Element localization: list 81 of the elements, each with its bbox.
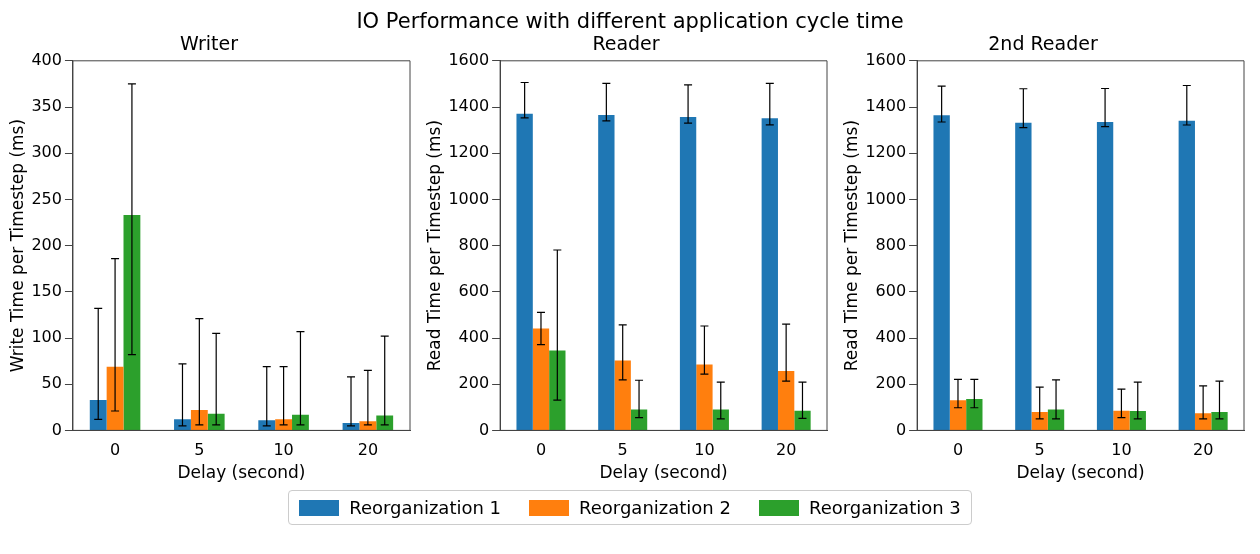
chart-title: Writer (180, 32, 239, 55)
bar (679, 116, 697, 430)
bar (549, 350, 566, 430)
legend-label: Reorganization 2 (579, 497, 731, 518)
y-tick-label: 600 (458, 280, 490, 300)
y-tick-label: 600 (875, 280, 907, 300)
text: IO Performance with different application cycle time (355, 8, 905, 34)
x-tick-label: 0 (535, 440, 547, 460)
x-tick-label: 5 (617, 440, 628, 460)
bar (598, 115, 615, 430)
y-tick-label: 0 (895, 419, 907, 439)
y-axis-title: Read Time per Timestep (ms) (840, 119, 861, 372)
y-tick-label: 0 (51, 419, 62, 439)
x-tick-label: 10 (694, 440, 715, 460)
x-tick-label: 5 (194, 440, 205, 460)
y-tick-label: 1400 (448, 96, 490, 116)
bar (1178, 120, 1195, 430)
y-tick-label: 350 (31, 96, 62, 116)
bar (794, 410, 811, 430)
x-tick-label: 0 (952, 440, 964, 460)
bar (190, 410, 208, 430)
bar (1015, 122, 1032, 430)
y-tick-label: 400 (875, 327, 907, 347)
y-tick-label: 400 (458, 327, 490, 347)
bar (933, 115, 950, 430)
y-axis-title: Read Time per Timestep (ms) (423, 119, 444, 372)
y-axis-title: Write Time per Timestep (ms) (6, 118, 27, 373)
x-tick-label: 5 (1034, 440, 1045, 460)
bar (949, 400, 967, 430)
bar (1211, 411, 1228, 430)
bar (630, 409, 648, 430)
bar (696, 364, 713, 430)
x-tick-label: 10 (1111, 440, 1132, 460)
x-axis-title: Delay (second) (599, 462, 728, 483)
x-tick-label: 20 (1192, 440, 1214, 460)
x-tick-label: 0 (109, 440, 121, 460)
bar (1129, 411, 1146, 430)
y-tick-label: 0 (478, 419, 490, 439)
bar (258, 420, 276, 430)
y-tick-label: 400 (31, 49, 62, 69)
chart-title: 2nd Reader (988, 32, 1098, 55)
x-tick-label: 20 (357, 440, 379, 460)
y-tick-label: 1600 (448, 49, 490, 69)
y-tick-label: 1000 (448, 188, 490, 208)
bar (207, 413, 225, 430)
x-axis-title: Delay (second) (1016, 462, 1145, 483)
y-tick-label: 50 (41, 373, 62, 393)
bar (777, 371, 795, 430)
x-axis-title: Delay (second) (177, 462, 306, 483)
bar (966, 398, 983, 430)
y-tick-label: 300 (31, 142, 62, 162)
y-tick-label: 1600 (865, 49, 907, 69)
bar (1031, 411, 1048, 430)
y-tick-label: 1200 (448, 142, 490, 162)
bar (292, 414, 309, 430)
bar (1096, 122, 1114, 430)
y-tick-label: 200 (458, 373, 490, 393)
chart-title: Reader (592, 32, 660, 55)
y-tick-label: 200 (875, 373, 907, 393)
y-tick-label: 200 (31, 234, 62, 254)
y-tick-label: 250 (31, 188, 62, 208)
y-tick-label: 1200 (865, 142, 907, 162)
y-tick-label: 1400 (865, 96, 907, 116)
x-tick-label: 20 (775, 440, 797, 460)
bar (123, 215, 141, 430)
bar (614, 360, 631, 430)
bar (1113, 410, 1130, 430)
bar (761, 118, 778, 430)
x-tick-label: 10 (273, 440, 294, 460)
bar (532, 328, 550, 430)
bar (174, 419, 191, 430)
y-tick-label: 800 (875, 234, 907, 254)
y-tick-label: 100 (31, 327, 62, 347)
y-tick-label: 150 (31, 280, 62, 300)
y-tick-label: 1000 (865, 188, 907, 208)
legend-label: Reorganization 1 (349, 497, 502, 518)
legend-label: Reorganization 3 (808, 497, 961, 518)
bar (516, 113, 533, 430)
bar (1194, 413, 1212, 430)
bar (89, 399, 107, 430)
y-tick-label: 800 (458, 234, 490, 254)
